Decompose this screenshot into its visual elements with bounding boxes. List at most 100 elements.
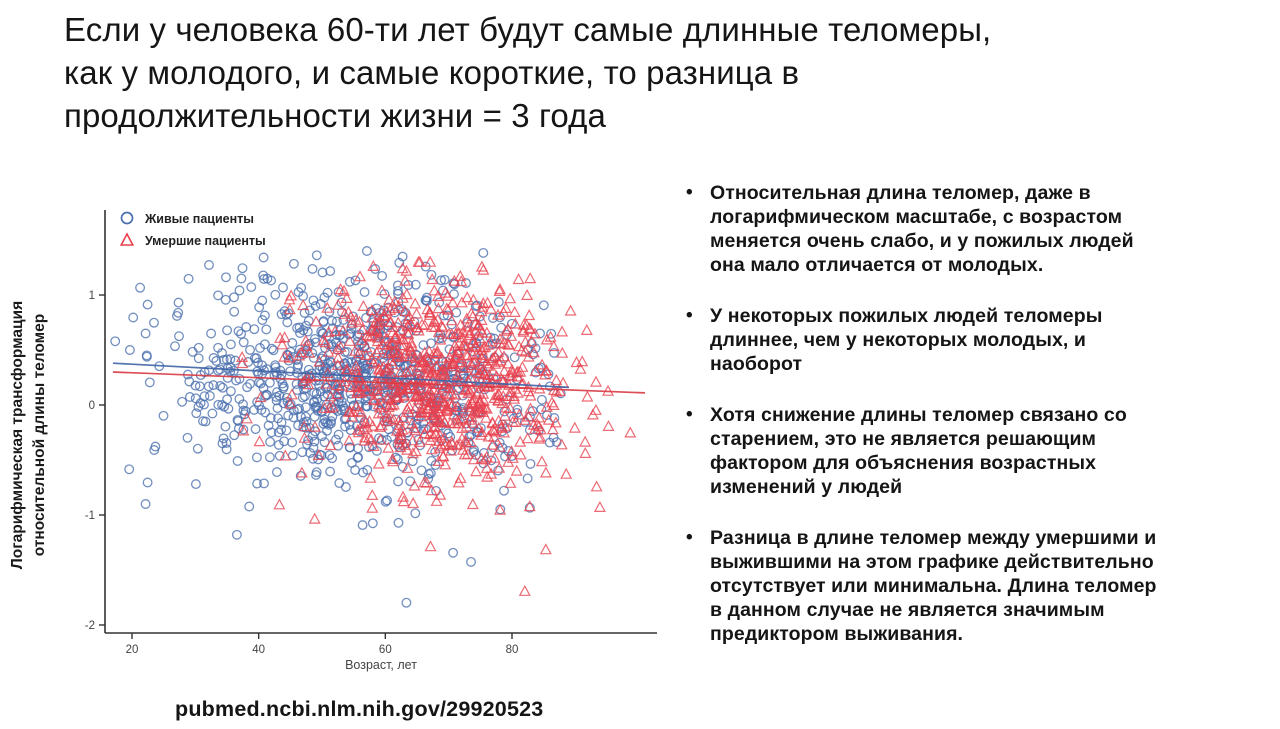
alive-point-circle-icon (299, 391, 310, 402)
deceased-point-triangle-icon (411, 390, 424, 402)
bullet-text-line: изменений у людей (710, 476, 903, 498)
alive-point-circle-icon (250, 424, 261, 435)
alive-point-circle-icon (525, 458, 536, 469)
deceased-point-triangle-icon (484, 335, 497, 347)
alive-point-circle-icon (299, 307, 310, 318)
deceased-point-triangle-icon (308, 420, 322, 432)
alive-point-circle-icon (397, 251, 408, 262)
alive-point-circle-icon (234, 285, 245, 296)
alive-point-circle-icon (300, 402, 311, 413)
deceased-point-triangle-icon (602, 419, 615, 431)
alive-point-circle-icon (354, 393, 365, 404)
deceased-point-triangle-icon (396, 339, 409, 351)
alive-point-circle-icon (297, 447, 308, 458)
deceased-point-triangle-icon (443, 357, 456, 369)
deceased-point-triangle-icon (350, 400, 363, 412)
deceased-point-triangle-icon (449, 388, 462, 400)
alive-point-circle-icon (416, 465, 427, 476)
alive-point-circle-icon (295, 470, 306, 481)
deceased-point-triangle-icon (308, 512, 321, 524)
deceased-point-triangle-icon (459, 361, 472, 373)
deceased-point-triangle-icon (416, 356, 429, 368)
alive-point-circle-icon (249, 324, 260, 335)
alive-point-circle-icon (298, 417, 309, 428)
alive-point-circle-icon (294, 344, 305, 355)
y-tick-label: 0 (89, 400, 95, 412)
deceased-point-triangle-icon (385, 337, 398, 349)
alive-point-circle-icon (393, 285, 403, 296)
deceased-point-triangle-icon (371, 331, 384, 343)
deceased-point-triangle-icon (431, 386, 444, 398)
deceased-point-triangle-icon (579, 446, 592, 458)
deceased-point-triangle-icon (418, 318, 431, 330)
deceased-point-triangle-icon (430, 360, 443, 372)
deceased-point-triangle-icon (360, 421, 374, 433)
alive-point-circle-icon (144, 377, 155, 388)
alive-point-circle-icon (407, 456, 418, 467)
deceased-point-triangle-icon (429, 421, 442, 433)
alive-point-circle-icon (339, 347, 350, 357)
alive-point-circle-icon (493, 297, 504, 307)
deceased-point-triangle-icon (370, 346, 383, 358)
deceased-point-triangle-icon (486, 416, 499, 428)
bullet-item: • У некоторых пожилых людей теломеры длинн… (684, 304, 1244, 376)
deceased-point-triangle-icon (507, 390, 521, 402)
deceased-point-triangle-icon (367, 439, 380, 451)
deceased-point-triangle-icon (540, 333, 553, 345)
bullet-text-line: У некоторых пожилых людей теломеры (710, 305, 1103, 327)
alive-point-circle-icon (315, 386, 326, 397)
deceased-point-triangle-icon (475, 351, 488, 363)
alive-point-circle-icon (238, 399, 248, 410)
deceased-point-triangle-icon (366, 501, 379, 513)
deceased-point-triangle-icon (446, 296, 459, 308)
deceased-point-triangle-icon (324, 439, 337, 451)
deceased-point-triangle-icon (429, 320, 442, 332)
deceased-point-triangle-icon (399, 274, 412, 286)
alive-point-circle-icon (217, 348, 227, 358)
alive-point-circle-icon (434, 297, 445, 308)
deceased-point-triangle-icon (467, 293, 480, 305)
deceased-point-triangle-icon (376, 326, 389, 338)
deceased-point-triangle-icon (524, 272, 537, 284)
deceased-point-triangle-icon (452, 476, 465, 488)
deceased-point-triangle-icon (300, 371, 314, 383)
deceased-point-triangle-icon (475, 428, 488, 440)
alive-point-circle-icon (190, 393, 201, 404)
deceased-point-triangle-icon (523, 309, 536, 321)
alive-point-circle-icon (170, 341, 180, 352)
deceased-point-triangle-icon (362, 431, 375, 443)
alive-point-circle-icon (158, 410, 169, 421)
deceased-point-triangle-icon (438, 438, 451, 450)
alive-point-circle-icon (270, 289, 281, 300)
deceased-point-triangle-icon (454, 269, 467, 281)
deceased-point-triangle-icon (324, 390, 337, 402)
alive-point-circle-icon (204, 260, 214, 270)
alive-point-circle-icon (232, 456, 243, 466)
deceased-point-triangle-icon (495, 420, 508, 432)
alive-point-circle-icon (266, 343, 277, 354)
alive-point-circle-icon (303, 435, 314, 446)
deceased-point-triangle-icon (497, 389, 510, 401)
deceased-point-triangle-icon (334, 340, 347, 352)
deceased-point-triangle-icon (352, 405, 365, 417)
deceased-point-triangle-icon (589, 403, 602, 415)
bullet-text-line: предиктором выживания. (710, 623, 964, 645)
deceased-point-triangle-icon (414, 372, 427, 384)
deceased-point-triangle-icon (373, 313, 386, 325)
deceased-point-triangle-icon (519, 345, 532, 357)
deceased-point-triangle-icon (456, 325, 470, 337)
alive-point-circle-icon (266, 427, 277, 438)
deceased-point-triangle-icon (564, 304, 577, 316)
deceased-point-triangle-icon (396, 490, 410, 502)
deceased-point-triangle-icon (370, 379, 384, 391)
deceased-point-triangle-icon (383, 293, 396, 305)
bullet-text-line: Хотя снижение длины теломер связано со (710, 404, 1127, 426)
deceased-point-triangle-icon (313, 355, 326, 367)
deceased-point-triangle-icon (375, 284, 388, 296)
alive-point-circle-icon (288, 258, 299, 269)
alive-point-circle-icon (309, 387, 320, 398)
alive-point-circle-icon (225, 354, 236, 365)
bullet-dot-icon: • (686, 305, 693, 326)
deceased-point-triangle-icon (337, 324, 350, 336)
deceased-point-triangle-icon (402, 312, 415, 324)
